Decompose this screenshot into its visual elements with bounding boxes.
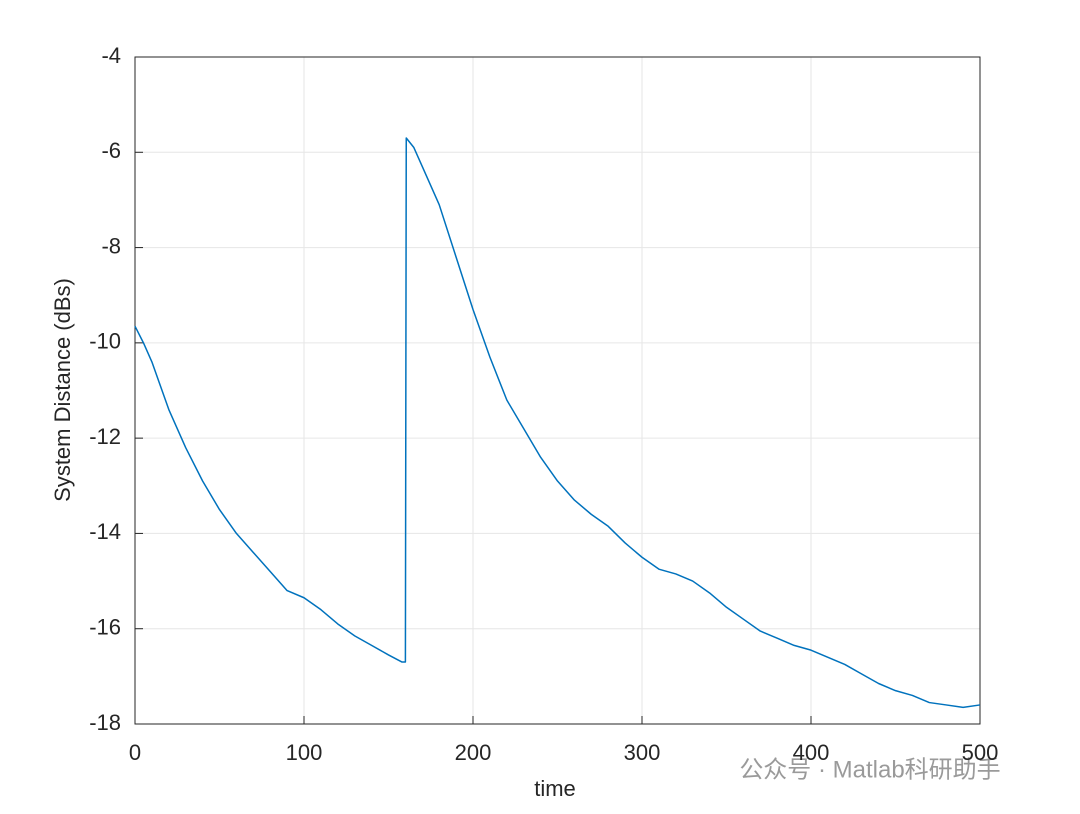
- y-tick-label: -4: [101, 43, 121, 68]
- y-tick-label: -14: [89, 519, 121, 544]
- data-line: [134, 137, 981, 709]
- plot-frame: [134, 56, 981, 725]
- x-tick-label: 0: [129, 740, 141, 765]
- y-tick-label: -8: [101, 233, 121, 258]
- y-axis-label: System Distance (dBs): [50, 278, 75, 502]
- x-tick-label: 100: [286, 740, 323, 765]
- x-tick-label: 400: [793, 740, 830, 765]
- y-tick-label: -12: [89, 424, 121, 449]
- y-tick-label: -18: [89, 710, 121, 735]
- x-tick-label: 300: [624, 740, 661, 765]
- x-tick-label: 500: [962, 740, 999, 765]
- y-tick-label: -10: [89, 329, 121, 354]
- x-tick-label: 200: [455, 740, 492, 765]
- y-tick-label: -6: [101, 138, 121, 163]
- y-tick-label: -16: [89, 615, 121, 640]
- x-axis-label: time: [534, 776, 576, 801]
- watermark: 公众号 · Matlab科研助手: [739, 756, 1000, 783]
